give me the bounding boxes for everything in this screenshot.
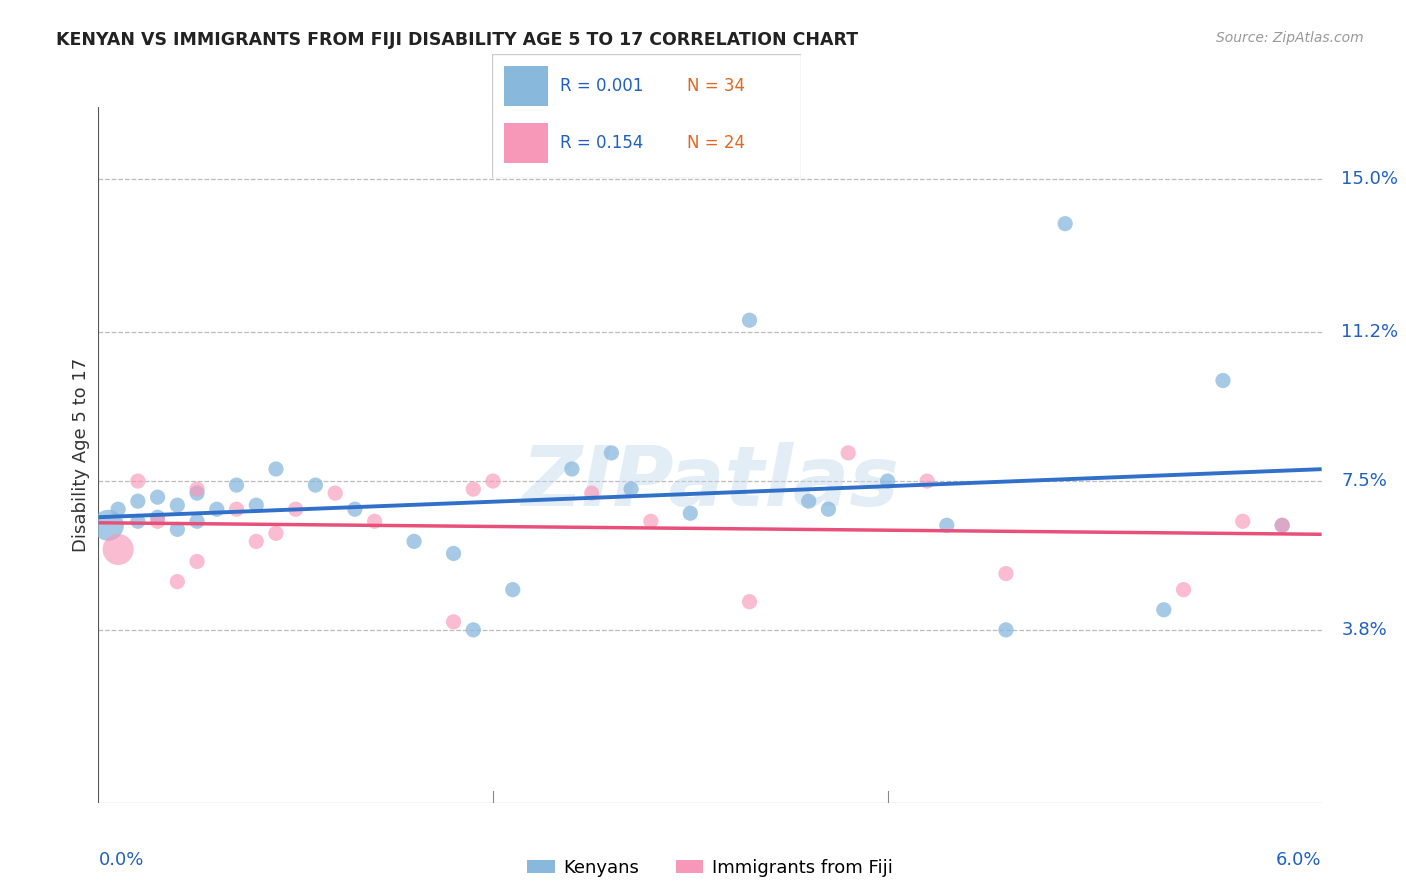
Point [482,474,505,488]
Text: R = 0.001: R = 0.001 [560,77,644,95]
Point [186,486,208,500]
Point [463,623,485,637]
Point [797,494,820,508]
Text: N = 34: N = 34 [688,77,745,95]
Text: KENYAN VS IMMIGRANTS FROM FIJI DISABILITY AGE 5 TO 17 CORRELATION CHART: KENYAN VS IMMIGRANTS FROM FIJI DISABILIT… [56,31,859,49]
Point [994,623,1017,637]
Text: Source: ZipAtlas.com: Source: ZipAtlas.com [1216,31,1364,45]
Point [186,554,208,568]
Point [679,506,702,520]
Point [561,462,583,476]
Text: 11.2%: 11.2% [1341,323,1399,342]
Point [264,462,287,476]
Point [363,514,385,528]
Point [245,534,267,549]
Bar [505,66,548,106]
Point [1271,518,1294,533]
Point [186,482,208,496]
Point [146,490,169,504]
Text: N = 24: N = 24 [688,135,745,153]
Text: 0.0%: 0.0% [98,851,143,869]
Point [97,518,120,533]
Point [166,574,188,589]
Point [127,494,149,508]
Point [1173,582,1195,597]
Text: ZIPatlas: ZIPatlas [522,442,898,524]
Point [127,514,149,528]
Point [304,478,326,492]
Point [225,478,247,492]
Point [581,486,603,500]
Point [443,546,465,560]
Text: 15.0%: 15.0% [1341,170,1399,188]
Text: 6.0%: 6.0% [1277,851,1322,869]
Point [640,514,662,528]
Point [837,446,859,460]
Point [463,482,485,496]
Point [166,498,188,512]
Point [915,474,938,488]
Point [620,482,643,496]
Point [600,446,623,460]
Point [443,615,465,629]
Point [817,502,839,516]
Point [738,595,761,609]
Point [166,522,188,536]
Text: 3.8%: 3.8% [1341,621,1388,639]
Point [107,542,129,557]
Point [1153,603,1175,617]
Point [876,474,898,488]
Point [935,518,957,533]
Point [343,502,366,516]
Point [1054,217,1077,231]
Point [205,502,228,516]
Legend: Kenyans, Immigrants from Fiji: Kenyans, Immigrants from Fiji [520,852,900,884]
Point [994,566,1017,581]
Point [738,313,761,327]
Text: Disability Age 5 to 17: Disability Age 5 to 17 [72,358,90,552]
Point [323,486,346,500]
Point [107,502,129,516]
Bar [505,123,548,163]
Point [127,474,149,488]
Point [245,498,267,512]
Point [186,514,208,528]
Point [225,502,247,516]
Point [264,526,287,541]
Text: R = 0.154: R = 0.154 [560,135,644,153]
Point [284,502,307,516]
Point [1232,514,1254,528]
Point [146,510,169,524]
Point [146,514,169,528]
Point [404,534,426,549]
Point [1271,518,1294,533]
Point [1212,374,1234,388]
Point [502,582,524,597]
Text: 7.5%: 7.5% [1341,472,1388,490]
